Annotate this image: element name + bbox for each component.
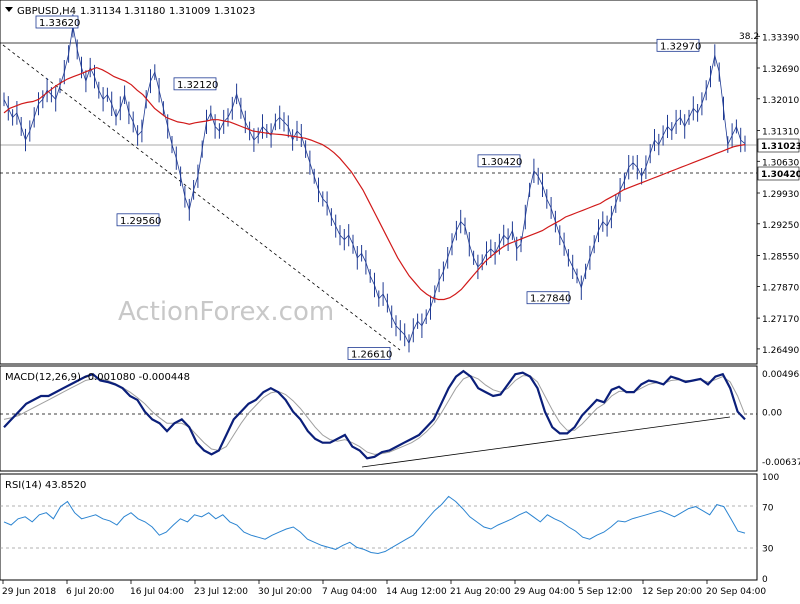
- macd-line-series: [3, 369, 746, 460]
- symbol-title: GBPUSD,H4: [17, 6, 76, 17]
- macd-y-tick-label: 0.004968: [762, 370, 800, 380]
- swing-label: 1.30420: [477, 154, 522, 168]
- macd-series-layer: [3, 369, 746, 460]
- y-tick-label: 1.27870: [762, 283, 799, 293]
- price-header: GBPUSD,H4 1.31134 1.31180 1.31009 1.3102…: [5, 6, 255, 17]
- swing-label-box: [526, 291, 570, 305]
- fib-label: 38.2: [739, 32, 759, 42]
- y-tick-label: 1.29930: [762, 190, 799, 200]
- swing-label-box: [656, 38, 700, 52]
- ohlc-low: 1.31009: [169, 6, 210, 17]
- y-tick-label: 1.32010: [762, 96, 799, 106]
- swing-label-box: [347, 347, 391, 360]
- x-tick-label: 23 Jul 12:00: [194, 587, 248, 597]
- swing-label-text: 1.30420: [481, 157, 522, 168]
- swing-label: 1.29560: [116, 213, 161, 227]
- level-price-tag: [757, 166, 800, 181]
- x-tick-label: 5 Sep 12:00: [578, 587, 633, 597]
- swing-label: 1.26610: [347, 347, 392, 360]
- macd-trendline: [361, 416, 731, 468]
- swing-label-box: [116, 213, 160, 227]
- current-price-tag: [757, 138, 800, 153]
- swing-label-box: [173, 77, 217, 91]
- x-tick-label: 29 Jun 2018: [2, 587, 56, 597]
- swing-label-box: [35, 15, 79, 29]
- ohlc-high: 1.31180: [124, 6, 165, 17]
- swing-label-text: 1.32120: [177, 80, 218, 91]
- level-price-tag-text: 1.30420: [761, 170, 800, 180]
- y-tick-label: 1.33390: [762, 33, 799, 43]
- swing-label-text: 1.27840: [530, 294, 571, 305]
- y-tick-label: 1.31310: [762, 128, 799, 138]
- axis-labels-layer: 1.33390 1.32690 1.32010 1.31310 1.30630 1.299…: [2, 33, 800, 597]
- rsi-series-layer: [3, 495, 746, 555]
- watermark: ActionForex.com: [118, 297, 334, 327]
- x-tick-label: 30 Jul 20:00: [258, 587, 312, 597]
- x-tick-label: 20 Sep 04:00: [706, 587, 766, 597]
- macd-signal-series: [3, 375, 746, 455]
- rsi-title: RSI(14) 43.8520: [5, 480, 86, 491]
- swing-label: 1.33620: [35, 15, 80, 29]
- swing-label-text: 1.33620: [39, 18, 80, 29]
- rsi-y-tick-label: 30: [762, 544, 774, 554]
- x-tick-label: 14 Aug 12:00: [386, 587, 447, 597]
- x-tick-label: 21 Aug 20:00: [450, 587, 511, 597]
- price-series-layer: [3, 14, 746, 353]
- x-tick-label: 29 Aug 04:00: [514, 587, 575, 597]
- macd-panel-frame: [0, 365, 758, 472]
- swing-label: 1.27840: [526, 291, 571, 305]
- dropdown-triangle-icon: [5, 7, 13, 12]
- rsi-series: [3, 495, 746, 555]
- ohlc-close: 1.31023: [214, 6, 255, 17]
- y-tick-label: 1.29250: [762, 221, 799, 231]
- macd-y-tick-label: -0.006372: [762, 458, 800, 468]
- swing-labels-layer: 1.33620 1.32120 1.29560 1.26610 1.30420 1.278…: [35, 15, 701, 360]
- swing-label-box: [477, 154, 521, 168]
- swing-label-text: 1.29560: [120, 216, 161, 227]
- ohlc-open: 1.31134: [80, 6, 121, 17]
- macd-title: MACD(12,26,9) -0.001080 -0.000448: [5, 372, 190, 383]
- swing-label-text: 1.32970: [660, 41, 701, 52]
- x-tick-label: 12 Sep 20:00: [642, 587, 702, 597]
- price-panel-frame: [0, 0, 758, 365]
- rsi-y-tick-label: 0: [762, 575, 768, 585]
- swing-label-text: 1.26610: [351, 349, 392, 360]
- rsi-y-tick-label: 70: [762, 504, 774, 514]
- y-tick-label: 1.28550: [762, 253, 799, 263]
- rsi-y-tick-label: 100: [762, 473, 779, 483]
- current-price-tag-text: 1.31023: [761, 142, 800, 152]
- x-tick-label: 7 Aug 04:00: [322, 587, 377, 597]
- macd-y-tick-label: 0.00: [762, 409, 782, 419]
- y-tick-label: 1.32690: [762, 65, 799, 75]
- price-series: [3, 25, 746, 345]
- y-tick-label: 1.26490: [762, 346, 799, 356]
- x-tick-label: 16 Jul 04:00: [130, 587, 184, 597]
- y-tick-label: 1.30630: [762, 158, 799, 168]
- swing-label: 1.32120: [173, 77, 218, 91]
- moving-average-series: [3, 66, 746, 301]
- y-tick-label: 1.27170: [762, 315, 799, 325]
- x-tick-label: 6 Jul 20:00: [66, 587, 115, 597]
- swing-label: 1.32970: [656, 38, 701, 52]
- rsi-panel-frame: [0, 473, 758, 581]
